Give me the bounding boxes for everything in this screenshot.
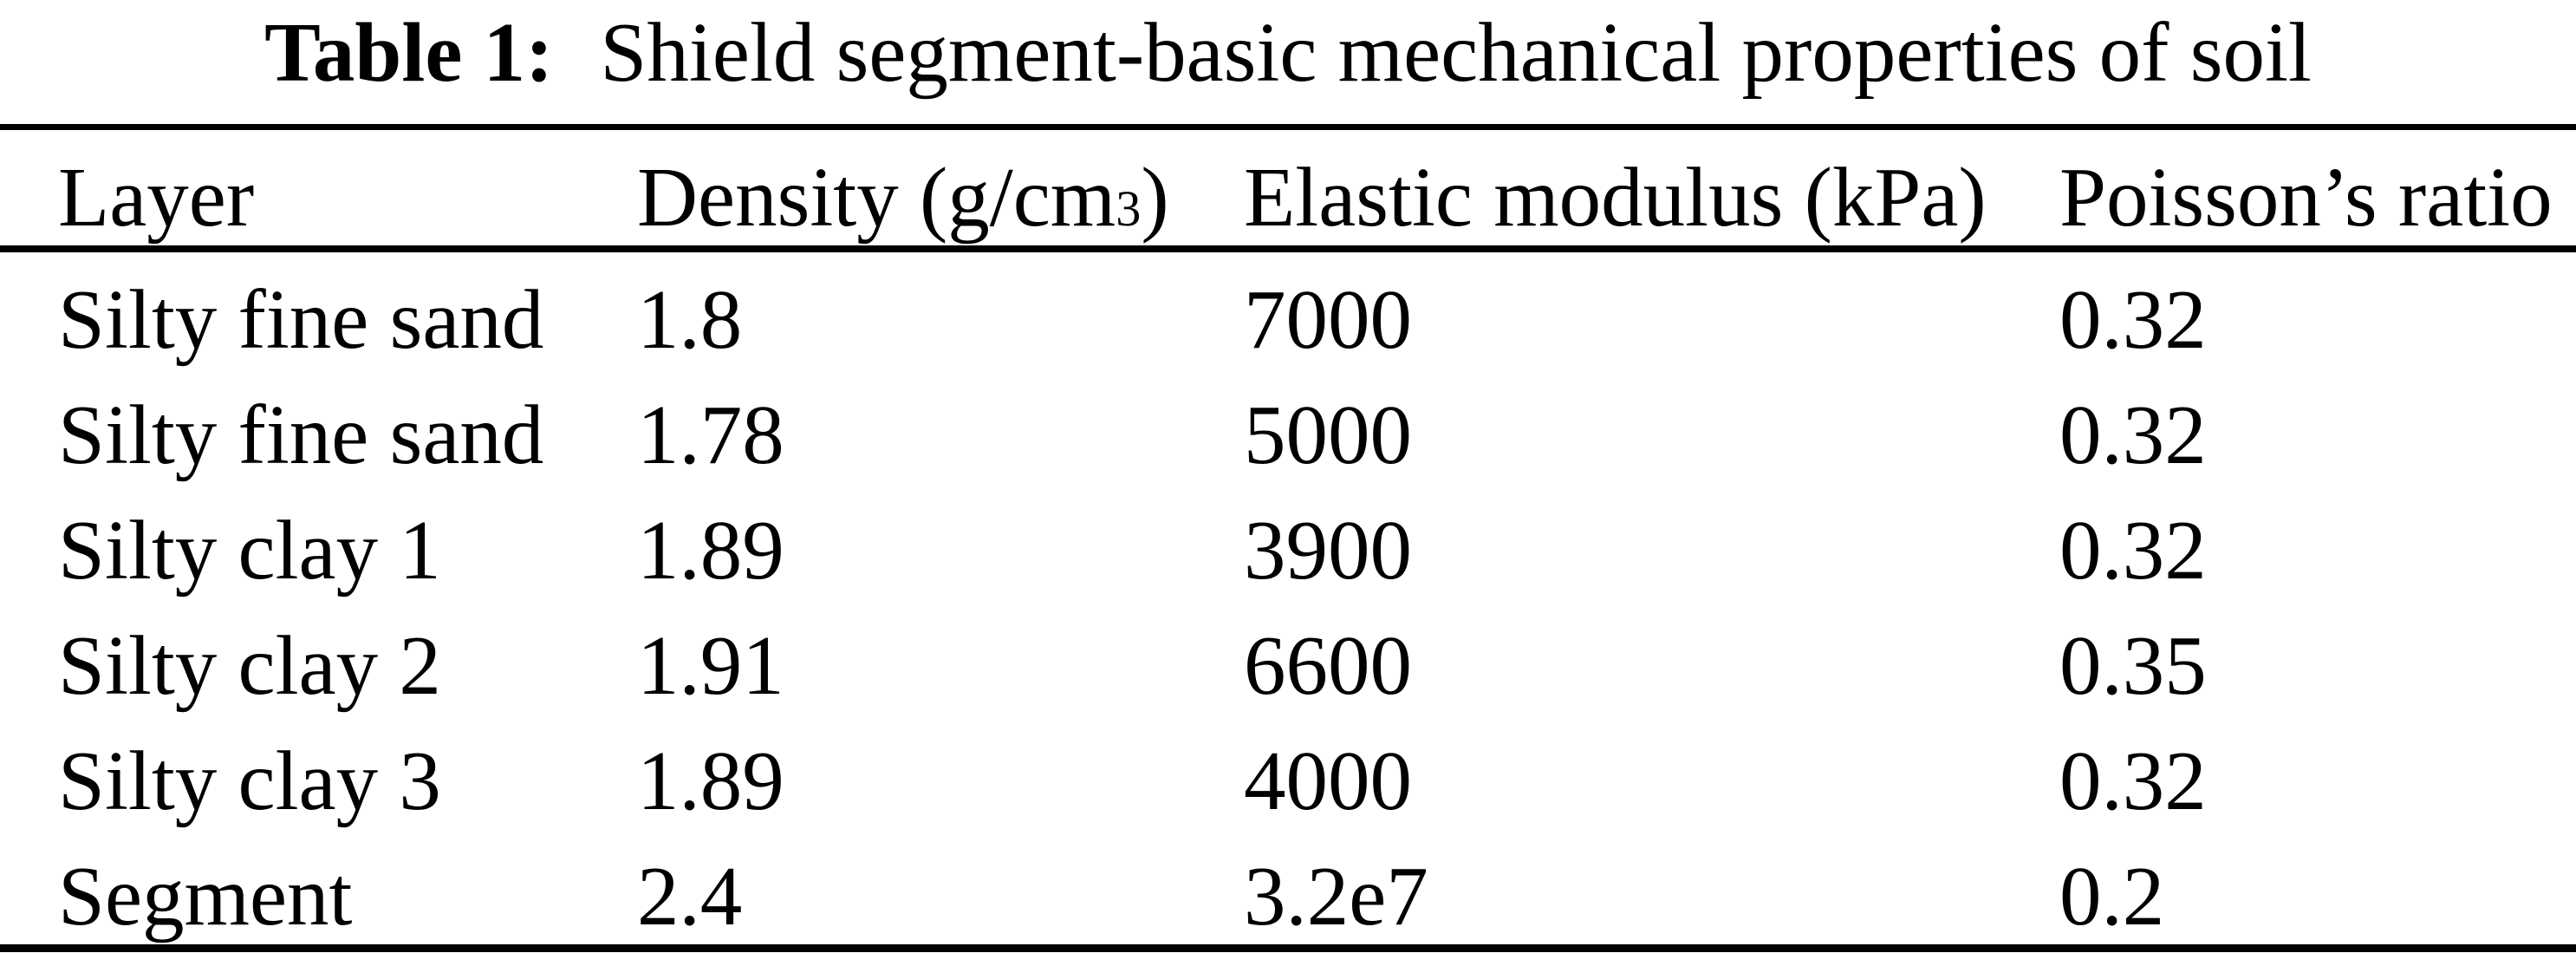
cell-layer: Silty fine sand [58, 273, 544, 366]
cell-poisson: 0.35 [2059, 619, 2207, 712]
cell-poisson: 0.32 [2059, 734, 2207, 827]
table-caption-label: Table 1: [264, 6, 554, 99]
table-row: Silty fine sand 1.78 5000 0.32 [0, 368, 2576, 483]
soil-properties-table: Layer Density (g/cm3) Elastic modulus (k… [0, 124, 2576, 952]
cell-modulus: 5000 [1244, 388, 1412, 481]
header-row: Layer Density (g/cm3) Elastic modulus (k… [0, 127, 2576, 252]
cell-layer: Silty clay 3 [58, 734, 441, 827]
table-row: Silty clay 1 1.89 3900 0.32 [0, 483, 2576, 598]
table-row: Silty fine sand 1.8 7000 0.32 [0, 249, 2576, 368]
table-row: Silty clay 3 1.89 4000 0.32 [0, 714, 2576, 829]
table-row: Silty clay 2 1.91 6600 0.35 [0, 598, 2576, 714]
column-header-layer: Layer [0, 127, 637, 252]
cell-layer: Silty fine sand [58, 388, 544, 481]
cell-density: 1.91 [637, 619, 784, 712]
column-header-modulus: Elastic modulus (kPa) [1244, 127, 2059, 252]
cell-poisson: 0.32 [2059, 388, 2207, 481]
cell-density: 1.78 [637, 388, 784, 481]
cell-density: 2.4 [637, 850, 743, 943]
cell-layer: Silty clay 1 [58, 504, 441, 597]
cell-poisson: 0.32 [2059, 273, 2207, 366]
cell-modulus: 3900 [1244, 504, 1412, 597]
table-caption-text: Shield segment-basic mechanical properti… [600, 6, 2312, 99]
cell-density: 1.8 [637, 273, 743, 366]
cell-poisson: 0.2 [2059, 850, 2165, 943]
cell-layer: Segment [58, 850, 353, 943]
cell-modulus: 4000 [1244, 734, 1412, 827]
cell-density: 1.89 [637, 734, 784, 827]
superscript-3: 3 [1116, 180, 1142, 237]
cell-layer: Silty clay 2 [58, 619, 441, 712]
cell-poisson: 0.32 [2059, 504, 2207, 597]
column-header-density: Density (g/cm3) [637, 127, 1244, 252]
cell-modulus: 7000 [1244, 273, 1412, 366]
column-header-poisson: Poisson’s ratio [2059, 127, 2576, 252]
table-row: Segment 2.4 3.2e7 0.2 [0, 829, 2576, 949]
cell-modulus: 3.2e7 [1244, 850, 1428, 943]
cell-density: 1.89 [637, 504, 784, 597]
table-caption: Table 1: Shield segment-basic mechanical … [0, 0, 2576, 124]
cell-modulus: 6600 [1244, 619, 1412, 712]
